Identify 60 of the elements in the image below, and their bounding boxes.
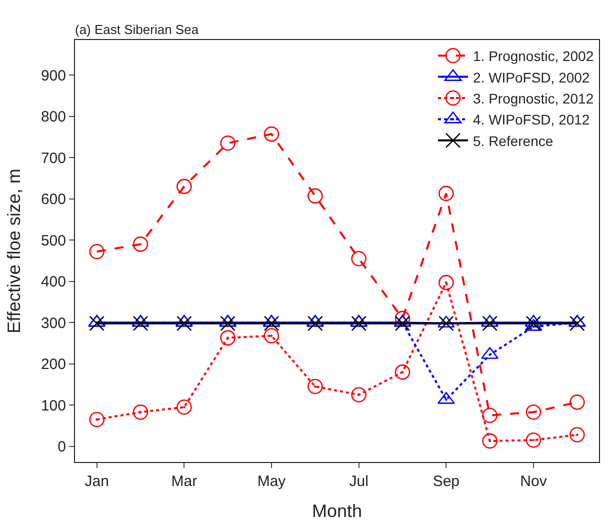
point <box>308 188 323 204</box>
legend-label: 4. WIPoFSD, 2012 <box>473 112 590 128</box>
point <box>264 126 280 142</box>
point <box>526 404 542 420</box>
point <box>438 316 454 332</box>
point <box>132 404 148 420</box>
x-tick-label: Jul <box>349 473 368 490</box>
point <box>220 330 236 346</box>
point <box>394 316 410 332</box>
x-tick-label: Sep <box>432 473 460 490</box>
point <box>570 394 585 410</box>
point <box>89 244 104 260</box>
y-tick-label: 800 <box>40 108 66 126</box>
x-tick-label: Mar <box>171 473 198 490</box>
point <box>570 427 585 442</box>
point <box>220 135 236 151</box>
point <box>438 274 454 290</box>
point <box>351 316 366 332</box>
y-tick-label: 600 <box>40 191 66 208</box>
y-tick-label: 900 <box>40 67 66 84</box>
point <box>220 316 236 332</box>
point <box>176 178 192 194</box>
y-tick-label: 100 <box>40 397 66 414</box>
x-tick-label: May <box>257 473 286 490</box>
point <box>394 364 410 380</box>
y-tick-label: 300 <box>40 314 66 332</box>
legend-label: 2. WIPoFSD, 2002 <box>473 69 590 86</box>
point <box>132 236 148 252</box>
point <box>132 316 148 332</box>
point <box>308 378 323 394</box>
x-tick-label: Nov <box>520 473 548 490</box>
point <box>394 310 410 326</box>
point <box>89 316 104 332</box>
point <box>438 186 454 202</box>
point <box>351 250 366 266</box>
legend-label: 5. Reference <box>473 132 554 149</box>
point <box>526 432 542 448</box>
y-tick-label: 500 <box>40 232 66 250</box>
y-tick-label: 0 <box>58 438 66 456</box>
x-tick-label: Jan <box>84 473 109 490</box>
chart-title: (a) East Siberian Sea <box>75 22 200 37</box>
point <box>264 316 280 332</box>
y-tick-label: 200 <box>40 356 66 374</box>
point <box>176 316 192 332</box>
point <box>482 433 498 449</box>
point <box>526 316 542 332</box>
point <box>482 408 498 424</box>
x-axis-title: Month <box>312 501 362 522</box>
point <box>482 316 498 332</box>
y-axis-title: Effective floe size, m <box>4 168 24 334</box>
point <box>176 399 192 415</box>
point <box>89 412 104 428</box>
legend-label: 1. Prognostic, 2002 <box>473 48 594 64</box>
y-tick-label: 700 <box>40 150 66 167</box>
point <box>570 316 585 332</box>
legend-label: 3. Prognostic, 2012 <box>473 90 594 106</box>
point <box>351 387 366 402</box>
point <box>264 328 280 344</box>
y-tick-label: 400 <box>40 274 66 291</box>
point <box>308 316 323 332</box>
